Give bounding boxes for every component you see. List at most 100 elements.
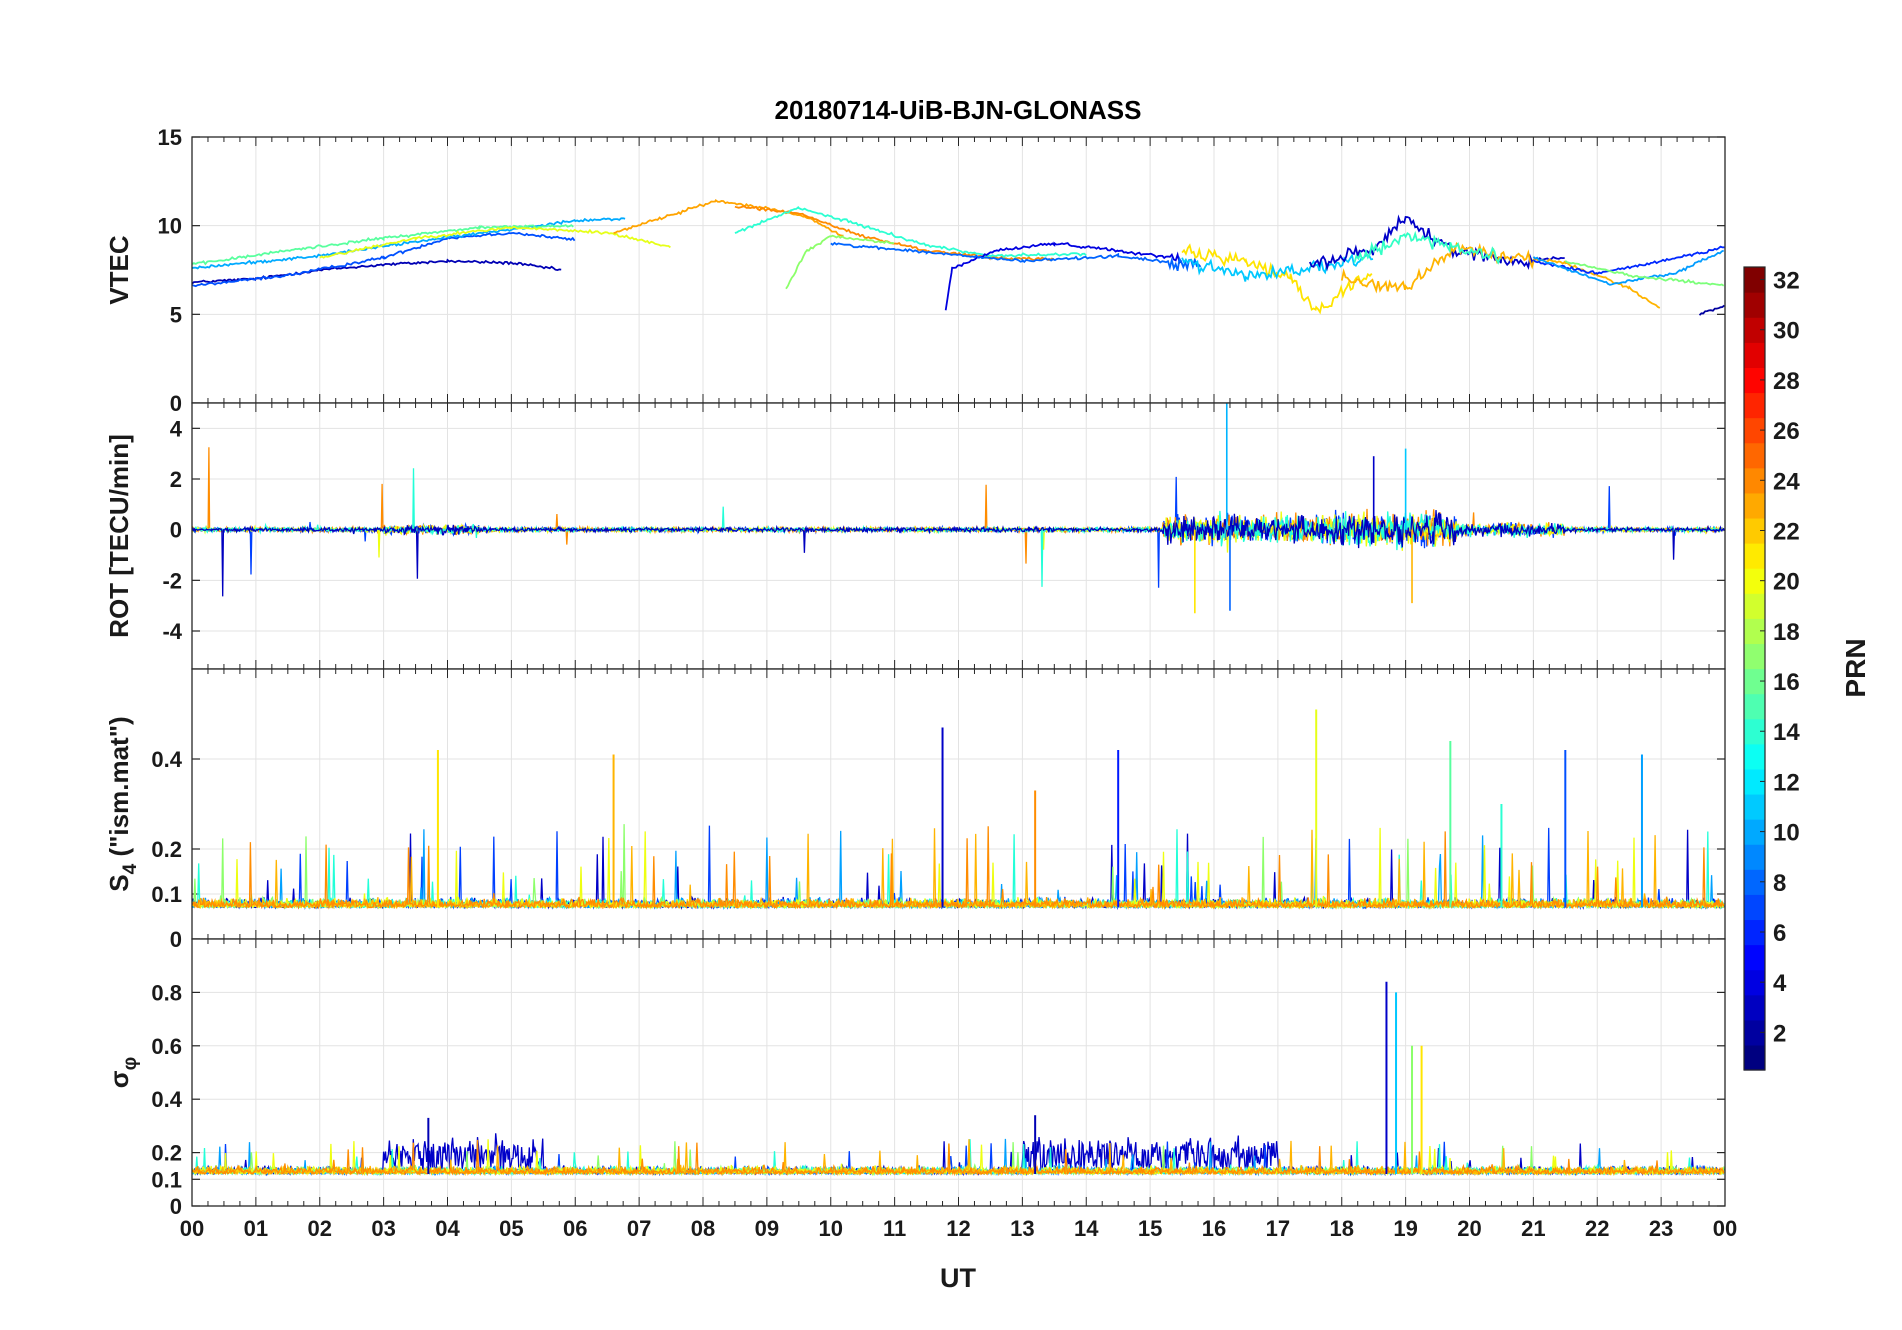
y-tick-label: 0.2 [151,1141,182,1166]
colorbar-tick-label: 28 [1773,368,1800,395]
colorbar-bin [1744,693,1765,720]
panel-vtec-series [192,198,1725,316]
x-tick-label: 00 [1713,1216,1737,1241]
y-tick-label: 0 [170,391,182,416]
panel-sigphi-frame [191,938,1726,1207]
colorbar-bin [1744,367,1765,394]
colorbar-bin [1744,292,1765,318]
y-tick-label: 0.4 [151,1087,182,1112]
series-line [192,510,1725,597]
colorbar-tick-label: 16 [1773,669,1800,696]
y-tick-label: 0.6 [151,1034,182,1059]
x-tick-label: 00 [180,1216,204,1241]
x-tick-label: 22 [1585,1216,1609,1241]
colorbar-bin [1744,869,1765,895]
y-tick-label: -2 [162,568,182,593]
series-line [1532,249,1725,286]
colorbar-bin [1744,743,1765,770]
x-tick-label: 19 [1393,1216,1417,1241]
colorbar-label: PRN [1840,638,1871,697]
x-tick-label: 16 [1202,1216,1226,1241]
panel-s4: 0 0.1 0.2 0.4 S4 ("ism.mat") [104,668,1726,952]
series-line [830,241,1202,273]
y-axis-label-s4: S4 ("ism.mat") [104,716,141,891]
colorbar-bin [1744,267,1765,293]
colorbar-bin [1744,593,1765,619]
colorbar-bin [1744,517,1765,544]
colorbar-bin [1744,994,1765,1021]
panel-s4-series [192,709,1725,911]
x-tick-label: 08 [691,1216,715,1241]
colorbar-bin [1744,1019,1765,1046]
series-line [192,217,626,270]
colorbar-bin [1744,819,1765,845]
colorbar-bin [1744,492,1765,519]
y-tick-label: 0.1 [151,882,182,907]
colorbar-bin [1744,317,1765,343]
colorbar-tick-label: 18 [1773,619,1800,646]
x-tick-label: 03 [371,1216,395,1241]
colorbar-tick-label: 2 [1773,1020,1786,1047]
x-tick-label: 13 [1010,1216,1034,1241]
series-line [1340,241,1661,309]
colorbar-bin [1744,342,1765,368]
panel-sigphi: 00.10.2 0.4 0.6 0.8 σφ [104,938,1726,1219]
series-line [734,205,1087,259]
series-line [1353,230,1502,265]
y-tick-label: 0.8 [151,980,182,1005]
series-line [1181,252,1374,282]
y-tick-label: 4 [170,416,183,441]
colorbar-bin [1744,718,1765,745]
x-tick-label: 17 [1266,1216,1290,1241]
y-axis-label-rot: ROT [TECU/min] [104,434,134,638]
colorbar-frame [1743,266,1766,1071]
colorbar-bin [1744,618,1765,645]
x-tick-label: 15 [1138,1216,1162,1241]
x-tick-label: 01 [244,1216,268,1241]
colorbar-bin [1744,543,1765,569]
x-tick-label: 11 [883,1216,906,1241]
colorbar-bin [1744,944,1765,971]
y-tick-label: 10 [158,214,182,239]
y-tick-label: -4 [162,619,182,644]
y-tick-label: 0.4 [151,747,182,772]
x-tick-label: 07 [627,1216,651,1241]
y-tick-label: 0.2 [151,837,182,862]
series-line [192,231,576,288]
colorbar-tick-label: 26 [1773,418,1800,445]
x-tick-label: 10 [819,1216,843,1241]
x-tick-label: 06 [563,1216,587,1241]
x-axis-label: UT [940,1263,976,1293]
x-tick-label: 12 [946,1216,970,1241]
colorbar-tick-label: 6 [1773,920,1786,947]
colorbar-tick-label: 4 [1773,970,1787,997]
y-tick-label: 2 [170,467,182,492]
y-axis-label-vtec: VTEC [104,235,134,305]
panel-sigphi-series [192,981,1725,1177]
y-tick-label: 0 [170,518,182,543]
colorbar-bin [1744,1044,1765,1071]
series-line [944,241,1183,311]
chart-title: 20180714-UiB-BJN-GLONASS [774,95,1141,125]
colorbar-bin [1744,894,1765,921]
colorbar-bin [1744,793,1765,820]
colorbar-tick-label: 22 [1773,518,1800,545]
colorbar-bin [1744,467,1765,494]
colorbar-bin [1744,568,1765,594]
series-line [319,226,671,259]
x-axis: 00 01 02 03 04 05 06 07 08 09 10 11 12 13 14 15 16 17 18 19… [180,1216,1737,1241]
y-tick-label: 15 [158,125,182,150]
series-line [1698,304,1725,316]
colorbar-bin [1744,392,1765,419]
colorbar-bin [1744,768,1765,795]
x-tick-label: 20 [1457,1216,1481,1241]
panel-rot-series [192,403,1725,614]
colorbar-tick-label: 24 [1773,468,1800,495]
colorbar-tick-label: 20 [1773,569,1800,596]
colorbar-bin [1744,668,1765,695]
colorbar-tick-label: 30 [1773,318,1800,345]
colorbar-tick-label: 12 [1773,769,1800,796]
colorbar-bin [1744,442,1765,469]
